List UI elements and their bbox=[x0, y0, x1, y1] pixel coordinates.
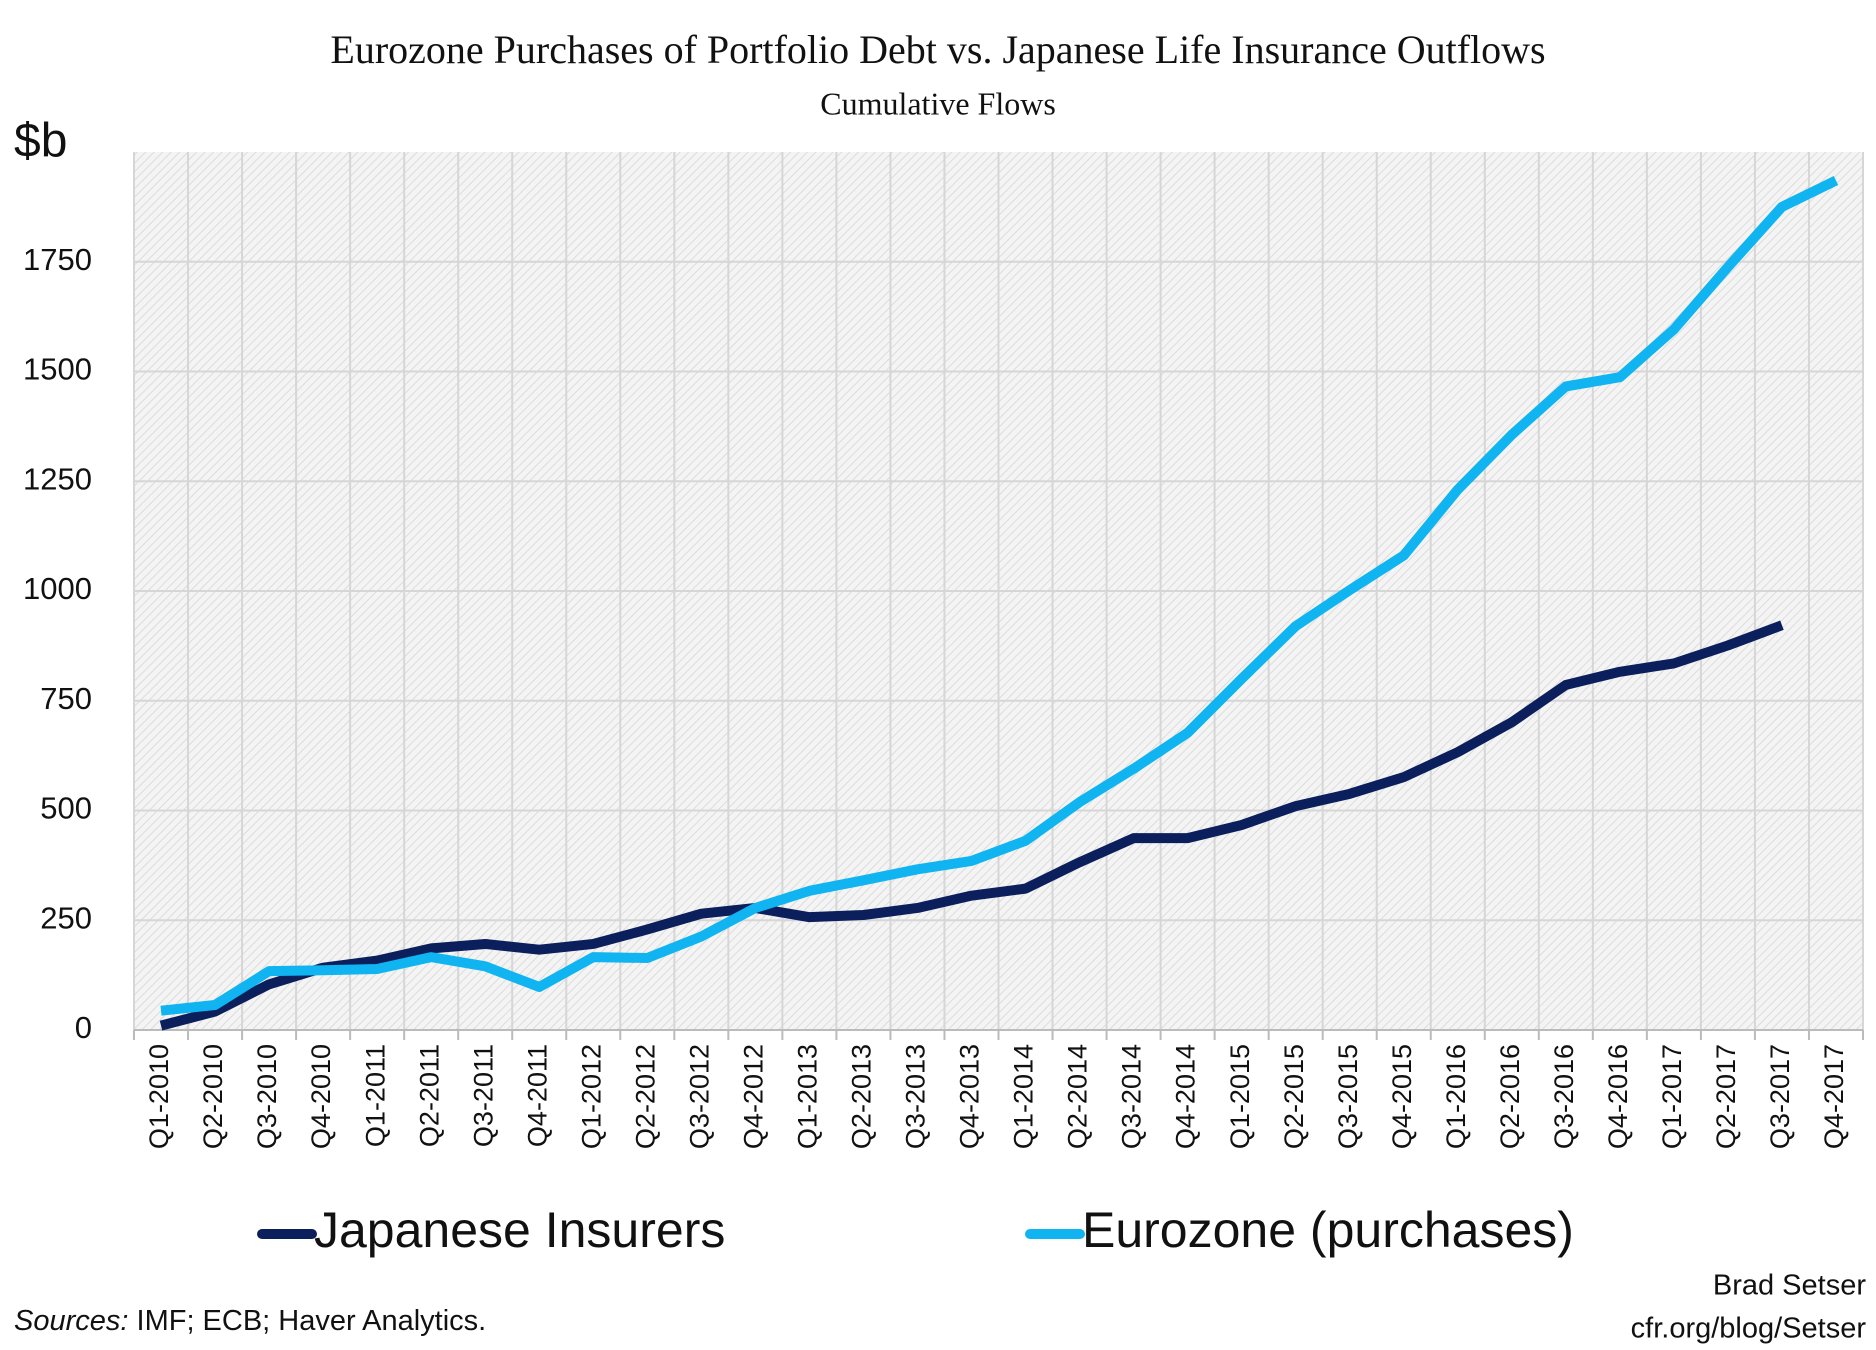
x-tick-label: Q2-2017 bbox=[1711, 1044, 1741, 1149]
x-tick-label: Q4-2013 bbox=[955, 1044, 985, 1149]
x-tick-label: Q4-2015 bbox=[1387, 1044, 1417, 1149]
x-tick-label: Q1-2010 bbox=[144, 1044, 174, 1149]
sources: Sources: IMF; ECB; Haver Analytics. bbox=[14, 1305, 486, 1337]
x-tick-label: Q3-2010 bbox=[252, 1044, 282, 1149]
y-tick-label: 1000 bbox=[23, 571, 92, 606]
y-tick-label: 0 bbox=[75, 1010, 92, 1045]
author: Brad Setser bbox=[1713, 1270, 1866, 1302]
x-tick-label: Q3-2012 bbox=[684, 1044, 714, 1149]
x-tick-label: Q3-2016 bbox=[1549, 1044, 1579, 1149]
y-tick-label: 250 bbox=[40, 900, 92, 935]
x-tick-label: Q2-2015 bbox=[1279, 1044, 1309, 1149]
legend-label: Japanese Insurers bbox=[314, 1202, 725, 1258]
x-tick-label: Q3-2015 bbox=[1333, 1044, 1363, 1149]
x-tick-label: Q3-2013 bbox=[901, 1044, 931, 1149]
x-tick-label: Q4-2010 bbox=[306, 1044, 336, 1149]
x-tick-label: Q4-2017 bbox=[1819, 1044, 1849, 1149]
x-tick-label: Q1-2011 bbox=[360, 1044, 390, 1147]
legend-label: Eurozone (purchases) bbox=[1082, 1202, 1574, 1258]
x-tick-label: Q2-2012 bbox=[630, 1044, 660, 1149]
x-tick-label: Q1-2013 bbox=[793, 1044, 823, 1149]
chart-title: Eurozone Purchases of Portfolio Debt vs.… bbox=[330, 27, 1545, 72]
x-tick-label: Q1-2016 bbox=[1441, 1044, 1471, 1149]
sources-text: IMF; ECB; Haver Analytics. bbox=[137, 1305, 487, 1337]
x-tick-label: Q3-2017 bbox=[1765, 1044, 1795, 1149]
series-line bbox=[159, 620, 1784, 1031]
x-tick-label: Q4-2014 bbox=[1171, 1044, 1201, 1149]
x-tick-label: Q2-2010 bbox=[198, 1044, 228, 1149]
x-tick-label: Q3-2011 bbox=[468, 1044, 498, 1147]
y-axis-label: $b bbox=[14, 115, 67, 168]
x-tick-label: Q2-2014 bbox=[1063, 1044, 1093, 1149]
x-tick-label: Q4-2016 bbox=[1603, 1044, 1633, 1149]
x-tick-label: Q3-2014 bbox=[1117, 1044, 1147, 1149]
site: cfr.org/blog/Setser bbox=[1631, 1313, 1867, 1345]
sources-label: Sources: bbox=[14, 1305, 128, 1337]
x-tick-label: Q2-2013 bbox=[847, 1044, 877, 1149]
x-tick-label: Q1-2014 bbox=[1009, 1044, 1039, 1149]
y-tick-label: 750 bbox=[40, 681, 92, 716]
x-tick-label: Q1-2017 bbox=[1657, 1044, 1687, 1149]
series-line bbox=[160, 176, 1839, 1016]
x-tick-label: Q1-2015 bbox=[1225, 1044, 1255, 1149]
x-tick-label: Q4-2011 bbox=[522, 1044, 552, 1147]
x-tick-label: Q2-2016 bbox=[1495, 1044, 1525, 1149]
y-tick-label: 1750 bbox=[23, 242, 92, 277]
x-tick-label: Q4-2012 bbox=[738, 1044, 768, 1149]
y-tick-label: 1250 bbox=[23, 461, 92, 496]
y-tick-label: 1500 bbox=[23, 352, 92, 387]
x-tick-label: Q1-2012 bbox=[576, 1044, 606, 1149]
x-tick-label: Q2-2011 bbox=[414, 1044, 444, 1147]
y-tick-label: 500 bbox=[40, 791, 92, 826]
chart-subtitle: Cumulative Flows bbox=[820, 85, 1056, 121]
